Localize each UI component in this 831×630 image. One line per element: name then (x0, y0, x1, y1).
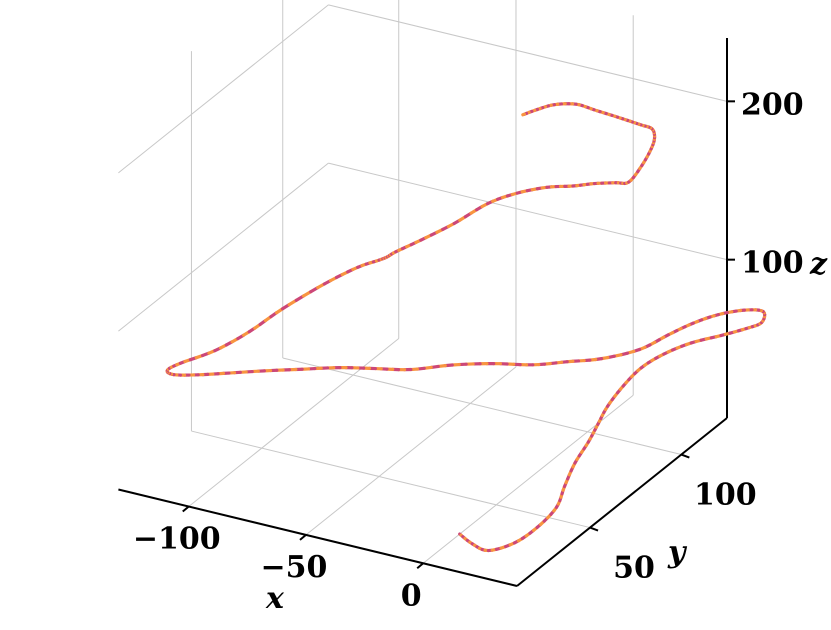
tick-marks (182, 100, 735, 570)
x-axis-label: x (265, 581, 285, 616)
x-tick-label: −50 (261, 550, 328, 585)
x-axis-line (118, 488, 518, 587)
gridlines (118, 0, 728, 564)
floor-gridline-x (305, 366, 517, 536)
z-axis-label: z (809, 247, 828, 282)
x-tick-label: 0 (401, 578, 422, 613)
series-trajectory (165, 102, 767, 553)
left-wall-gridline-z (118, 162, 329, 332)
trajectory-segment (521, 112, 527, 117)
floor-gridline-y (191, 430, 591, 529)
z-tick-label: 100 (741, 246, 804, 281)
y-tick-label: 50 (613, 551, 655, 586)
back-wall-gridline-z (328, 4, 728, 102)
x-tick-label: −100 (133, 522, 221, 557)
x-tick-mark (299, 534, 307, 541)
x-tick-mark (416, 562, 424, 570)
floor-gridline-x (422, 394, 634, 564)
z-tick-label: 200 (741, 87, 804, 122)
y-tick-mark (680, 453, 690, 459)
y-tick-mark (589, 526, 599, 532)
axis-lines (118, 38, 728, 587)
tick-labels: −100 −50 0 50 100 100 200 (133, 87, 804, 613)
y-axis-label: y (667, 535, 688, 570)
y-axis-line (516, 417, 728, 587)
floor-gridline-x (188, 338, 400, 507)
left-wall-gridline-z (118, 4, 329, 174)
y-tick-label: 100 (694, 478, 757, 513)
x-tick-mark (182, 505, 190, 513)
back-wall-gridline-z (328, 162, 728, 261)
floor-gridline-y (282, 357, 682, 456)
